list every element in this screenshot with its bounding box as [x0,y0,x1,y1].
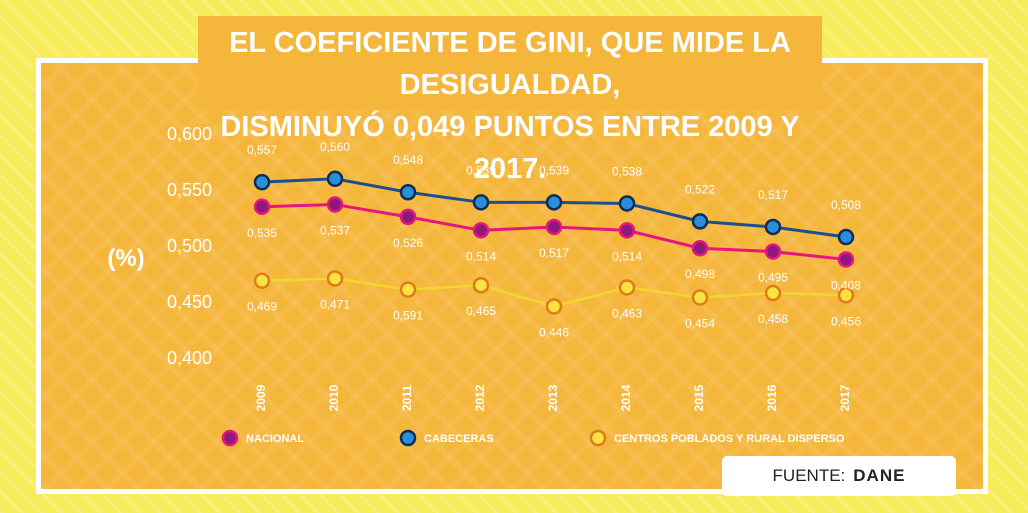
data-label-cabeceras: 0,539 [466,163,496,177]
data-label-centros: 0,454 [685,317,715,331]
data-label-centros: 0,591 [393,309,423,323]
data-point-nacional [472,222,490,239]
data-point-nacional [691,239,709,257]
x-tick-label: 2016 [765,384,779,411]
source-badge: FUENTE: DANE [722,456,956,496]
data-point-centros [472,276,490,294]
x-tick-label: 2012 [473,384,487,411]
chart-panel [36,58,988,494]
y-axis-label: (%) [107,245,144,272]
data-point-nacional [326,196,344,213]
legend-marker-cabeceras [399,429,417,447]
data-point-cabeceras [618,195,636,212]
y-axis-ticks: 0,600 0,550 0,500 0,450 0,400 [167,124,212,368]
data-point-centros [399,281,417,298]
y-tick-label: 0,600 [167,124,212,144]
data-point-centros [545,298,563,315]
series-points [253,170,855,315]
legend-marker-centros [589,429,607,447]
data-label-centros: 0,469 [247,300,277,314]
data-point-centros [326,270,344,287]
legend-marker-nacional [221,429,239,447]
data-label-cabeceras: 0,557 [247,143,277,157]
chart-title: EL COEFICIENTE DE GINI, QUE MIDE LA DESI… [198,22,822,190]
chart-title-line-1: EL COEFICIENTE DE GINI, QUE MIDE LA DESI… [229,27,791,101]
y-tick-label: 0,450 [167,292,212,312]
legend: NACIONAL CABECERAS CENTROS POBLADOS Y RURA… [221,429,845,447]
x-tick-label: 2013 [546,384,560,411]
x-tick-label: 2017 [838,384,852,411]
data-label-nacional: 0,526 [393,236,423,250]
data-label-cabeceras: 0,508 [831,198,861,212]
data-label-nacional: 0,495 [758,271,788,285]
legend-label-centros: CENTROS POBLADOS Y RURAL DISPERSO [614,433,845,445]
panel-texture [41,63,983,489]
data-point-centros [253,272,271,289]
data-point-nacional [399,208,417,226]
data-point-cabeceras [472,194,490,211]
y-tick-label: 0,500 [167,236,212,256]
data-label-cabeceras: 0,517 [758,188,788,202]
data-label-cabeceras: 0,539 [539,163,569,177]
chart-title-line-2: DISMINUYÓ 0,049 PUNTOS ENTRE 2009 Y 2017… [220,111,800,185]
data-label-cabeceras: 0,548 [393,153,423,167]
data-point-nacional [545,218,563,236]
data-label-nacional: 0,537 [320,224,350,238]
data-point-cabeceras [399,183,417,201]
legend-label-cabeceras: CABECERAS [424,433,494,445]
data-label-cabeceras: 0,538 [612,164,642,178]
data-point-centros [837,287,855,304]
data-point-cabeceras [253,173,271,191]
data-label-nacional: 0,408 [831,278,861,292]
title-box [198,16,822,110]
data-label-centros: 0,471 [320,297,350,311]
data-label-nacional: 0,514 [612,249,642,263]
legend-label-nacional: NACIONAL [246,433,304,445]
data-label-nacional: 0,517 [539,246,569,260]
source-label: FUENTE: [772,466,846,485]
data-point-centros [691,289,709,306]
data-label-centros: 0,458 [758,312,788,326]
data-point-cabeceras [764,218,782,236]
data-label-nacional: 0,498 [685,267,715,281]
x-tick-label: 2011 [400,385,414,411]
data-label-centros: 0,463 [612,306,642,320]
y-tick-label: 0,400 [167,348,212,368]
data-point-cabeceras [837,228,855,246]
data-point-nacional [618,222,636,239]
data-labels: 0,469 0,471 0,591 0,465 0,446 0,463 0,454 0,458… [247,140,861,340]
data-point-cabeceras [326,170,344,188]
data-point-cabeceras [545,194,563,211]
data-point-nacional [764,243,782,260]
data-label-centros: 0,465 [466,304,496,318]
x-tick-label: 2010 [327,384,341,411]
data-label-nacional: 0,514 [466,249,496,263]
data-label-cabeceras: 0,560 [320,140,350,154]
data-point-nacional [837,251,855,268]
x-tick-label: 2009 [254,384,268,411]
y-tick-label: 0,550 [167,180,212,200]
x-tick-label: 2014 [619,384,633,411]
x-axis-ticks: 2009 2010 2011 2012 2013 2014 2015 2016 2017 [254,384,852,411]
data-point-centros [764,284,782,302]
x-tick-label: 2015 [692,384,706,411]
data-label-cabeceras: 0,522 [685,182,715,196]
data-label-centros: 0,446 [539,325,569,339]
data-point-centros [618,279,636,296]
data-point-nacional [253,198,271,216]
data-label-nacional: 0,535 [247,226,277,240]
data-point-cabeceras [691,213,709,230]
data-label-centros: 0,456 [831,314,861,328]
source-value: DANE [853,466,906,485]
